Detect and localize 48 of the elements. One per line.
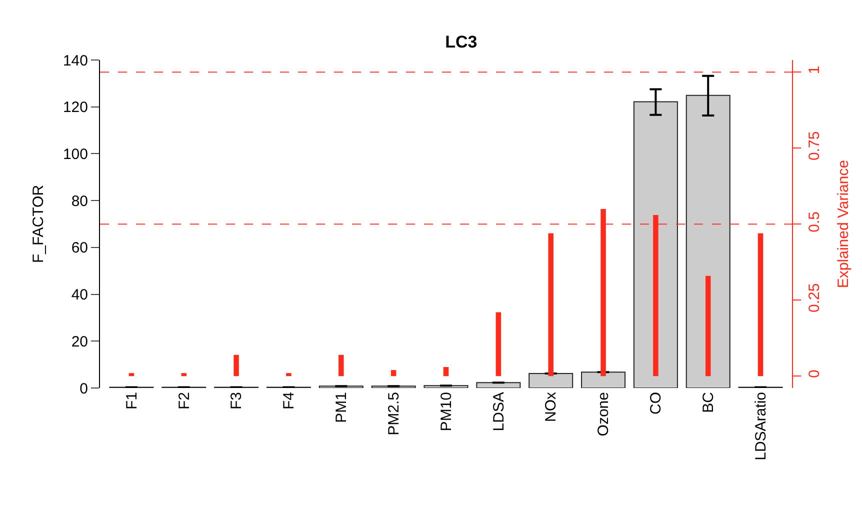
y2-tick-label: 0.5 [806,211,823,232]
bar [496,312,502,376]
y-tick-label: 80 [71,192,88,210]
y2-tick-label: 1 [806,66,823,74]
bar [424,385,468,388]
bar [581,372,626,388]
y-tick-label: 100 [62,146,88,163]
y-tick-label: 120 [62,99,88,116]
bar [528,372,574,388]
y-tick-label: 140 [62,52,88,70]
x-tick-label: LDSA [490,392,508,432]
x-tick-label: PM1 [333,392,350,423]
y-tick-label: 40 [71,286,88,304]
y-axis-title: F_FACTOR [30,184,48,264]
bar [633,101,678,388]
y2-axis-title: Explained Variance [835,160,852,288]
bar [390,370,396,376]
x-tick-label: PM10 [438,392,455,432]
bar [234,354,239,376]
bar [286,373,292,376]
bar [476,382,521,388]
x-tick-label: CO [648,392,665,414]
x-tick-label: PM2.5 [385,392,402,436]
x-tick-label: F4 [280,392,298,410]
y2-tick-label: 0.75 [806,131,823,161]
x-tick-label: LDSAratio [752,392,770,460]
bar [338,354,344,376]
x-tick-label: BC [700,392,717,413]
bar [181,373,186,376]
chart-title: LC3 [445,32,478,52]
x-tick-label: F3 [228,392,246,410]
y2-tick-label: 0 [806,370,823,378]
bar [600,208,606,376]
y-tick-label: 20 [71,333,88,350]
x-tick-label: NOx [542,392,560,422]
y-tick-label: 60 [71,240,88,257]
x-tick-label: F1 [123,392,140,410]
bar [758,233,764,376]
x-tick-label: Ozone [595,392,612,436]
bar [706,276,711,376]
bar [548,233,554,376]
y2-tick-label: 0.25 [806,283,823,312]
x-tick-label: F2 [176,392,193,410]
bar [128,373,134,376]
bar [653,215,658,376]
y-tick-label: 0 [80,380,88,398]
bar [686,94,730,388]
bar [443,367,449,376]
